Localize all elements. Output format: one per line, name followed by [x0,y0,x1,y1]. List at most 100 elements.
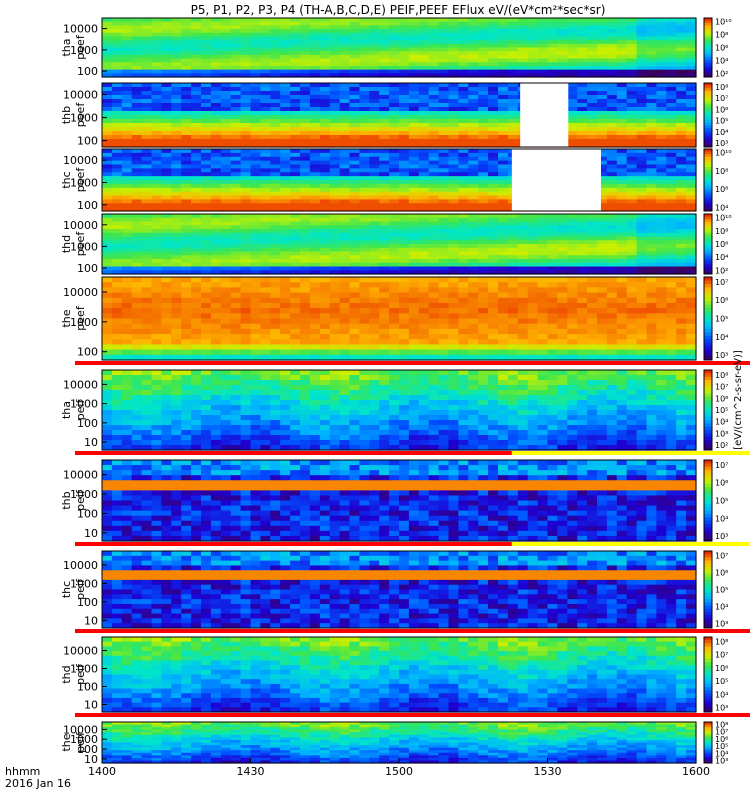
heatmap-cell [418,318,430,325]
heatmap-cell [676,240,687,245]
heatmap-cell [418,62,430,67]
heatmap-cell [656,297,667,304]
heatmap-cell [438,225,450,230]
heatmap-cell [210,51,222,56]
heatmap-cell [181,25,192,30]
heatmap-cell [597,135,608,140]
heatmap-cell [300,328,311,335]
heatmap-cell [438,334,450,340]
heatmap-cell [507,232,519,238]
heatmap-cell [606,191,618,197]
heatmap-cell [131,313,143,320]
heatmap-cell [666,313,677,320]
heatmap-cell [319,69,331,74]
heatmap-cell [488,217,499,223]
heatmap-cell [408,183,420,189]
heatmap-cell [339,217,351,223]
heatmap-cell [131,40,143,45]
heatmap-cell [686,131,697,136]
heatmap-cell [547,328,558,335]
heatmap-cell [280,83,291,88]
colorbar-segment [704,67,712,71]
heatmap-cell [438,259,450,264]
heatmap-cell [626,99,638,104]
heatmap-cell [369,270,380,275]
heatmap-cell [161,282,172,288]
heatmap-cell [587,103,598,108]
heatmap-cell [606,99,618,104]
heatmap-cell [577,119,588,124]
heatmap-cell [428,240,440,245]
heatmap-cell [131,292,143,299]
heatmap-cell [458,277,469,283]
heatmap-cell [389,58,400,63]
heatmap-cell [210,99,222,104]
heatmap-cell [181,69,192,74]
heatmap-cell [181,36,192,41]
heatmap-cell [359,244,370,249]
heatmap-cell [280,29,291,34]
heatmap-cell [399,65,410,71]
heatmap-cell [488,103,499,108]
heatmap-cell [329,54,341,60]
heatmap-cell [359,83,370,88]
heatmap-cell [300,297,311,304]
heatmap-cell [191,247,202,253]
heatmap-cell [428,287,440,294]
heatmap-cell [220,21,232,26]
heatmap-cell [290,259,301,264]
heatmap-cell [577,302,588,309]
heatmap-cell [280,40,291,45]
heatmap-cell [230,191,242,197]
heatmap-cell [329,255,341,260]
heatmap-cell [478,103,489,108]
heatmap-cell [290,111,301,116]
heatmap-cell [220,302,232,309]
heatmap-cell [270,270,281,275]
heatmap-cell [240,62,252,67]
heatmap-cell [220,232,232,238]
heatmap-cell [606,131,618,136]
heatmap-cell [111,111,123,116]
heatmap-cell [418,47,430,52]
heatmap-cell [121,160,133,166]
heatmap-cell [428,168,440,173]
heatmap-cell [666,191,677,197]
heatmap-cell [438,172,450,177]
heatmap-cell [349,229,360,234]
heatmap-cell [151,334,162,340]
heatmap-cell [240,95,252,100]
heatmap-cell [379,236,390,241]
heatmap-cell [666,287,677,294]
heatmap-cell [577,43,588,49]
heatmap-cell [399,247,410,253]
heatmap-cell [646,229,657,234]
heatmap-cell [141,91,153,96]
heatmap-cell [230,152,242,158]
heatmap-cell [250,240,261,245]
heatmap-cell [111,152,123,158]
heatmap-cell [111,328,123,335]
heatmap-cell [646,247,657,253]
heatmap-cell [428,176,440,181]
heatmap-cell [597,297,608,304]
heatmap-cell [606,176,618,181]
heatmap-cell [280,187,291,193]
heatmap-cell [577,297,588,304]
heatmap-cell [557,229,568,234]
heatmap-cell [507,287,519,294]
heatmap-cell [141,195,153,200]
heatmap-cell [686,255,697,260]
heatmap-cell [686,119,697,124]
heatmap-cell [567,214,578,219]
heatmap-cell [102,199,113,204]
heatmap-cell [488,168,499,173]
heatmap-cell [191,236,202,241]
heatmap-cell [686,262,697,268]
heatmap-cell [646,40,657,45]
heatmap-cell [418,152,430,158]
heatmap-cell [319,168,331,173]
heatmap-cell [577,349,588,356]
heatmap-cell [121,244,133,249]
heatmap-cell [408,172,420,177]
